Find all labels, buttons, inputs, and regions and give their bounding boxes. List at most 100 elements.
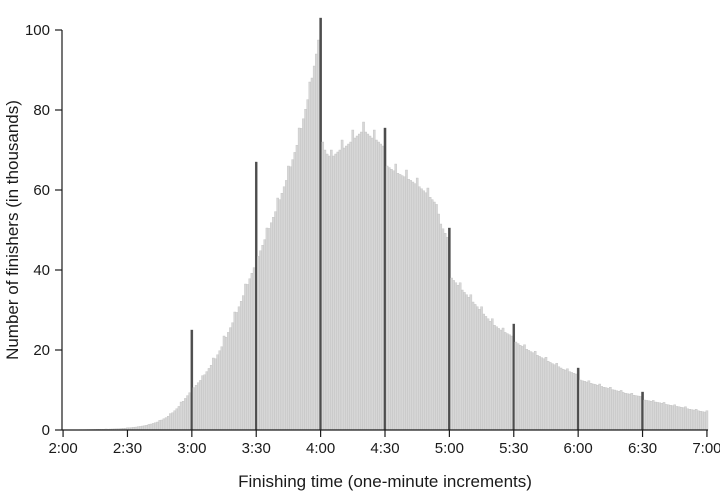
histogram-bar: [615, 390, 619, 431]
histogram-bar: [527, 350, 531, 431]
histogram-bar: [604, 387, 608, 431]
histogram-bar: [381, 145, 385, 431]
histogram-bar: [334, 153, 337, 431]
histogram-bar: [246, 284, 249, 431]
histogram-bar: [192, 387, 196, 431]
histogram-bar: [224, 337, 228, 431]
histogram-bar: [581, 380, 584, 431]
y-axis-ticks: 0 20 40 60 80 100: [25, 22, 62, 439]
x-tick-label: 3:30: [242, 440, 271, 457]
y-tick-label: 80: [33, 102, 50, 119]
histogram-bar: [244, 283, 247, 431]
histogram-bar-spike: [319, 17, 322, 431]
histogram-bar: [583, 381, 586, 431]
histogram-bar: [403, 176, 406, 431]
histogram-bar: [166, 416, 170, 431]
histogram-bar: [694, 409, 698, 431]
histogram-bar: [385, 165, 389, 431]
histogram-bar: [649, 401, 653, 431]
histogram-bar: [589, 383, 593, 431]
histogram-bar: [149, 423, 153, 431]
histogram-bar: [418, 186, 421, 431]
histogram-bar: [619, 390, 623, 431]
histogram-bar: [602, 387, 606, 431]
histogram-bar: [340, 139, 344, 431]
histogram-bar: [632, 395, 636, 431]
histogram-bar: [377, 141, 380, 431]
histogram-bar: [574, 373, 578, 431]
histogram-bar: [690, 409, 694, 431]
y-tick-label: 40: [33, 262, 50, 279]
histogram-bar: [375, 139, 378, 431]
histogram-bar: [293, 152, 297, 431]
histogram-bar: [227, 332, 230, 431]
histogram-bar: [160, 419, 164, 431]
histogram-bar: [546, 361, 550, 431]
histogram-bar: [164, 417, 168, 431]
histogram-bar: [705, 410, 709, 431]
histogram-bar: [310, 77, 314, 431]
histogram-bar: [199, 380, 202, 431]
histogram-bar: [409, 180, 413, 431]
histogram-bar: [407, 179, 410, 431]
histogram-bar: [617, 391, 621, 431]
histogram-bar: [428, 197, 432, 431]
x-tick-label: 6:30: [628, 440, 657, 457]
histogram-bar: [452, 280, 455, 431]
histogram-bar: [673, 404, 676, 431]
histogram-bar: [647, 400, 651, 431]
histogram-bar: [201, 375, 204, 431]
histogram-bar: [370, 137, 374, 431]
histogram-bar: [514, 341, 518, 431]
histogram-bar: [529, 351, 533, 431]
histogram-bar: [188, 392, 191, 431]
histogram-bar: [282, 186, 286, 431]
y-tick-label: 0: [42, 422, 50, 439]
histogram-bar: [443, 233, 447, 431]
histogram-bar: [533, 351, 537, 431]
histogram-bar: [291, 159, 294, 431]
histogram-bar: [701, 411, 704, 431]
histogram-bar: [413, 183, 417, 431]
histogram-bar: [349, 141, 352, 431]
histogram-bar: [645, 400, 649, 431]
histogram-bar: [538, 356, 541, 431]
histogram-bar: [175, 408, 179, 431]
x-tick-label: 5:30: [499, 440, 528, 457]
histogram-bar: [591, 383, 595, 431]
histogram-bar: [484, 316, 488, 431]
histogram-bar: [493, 325, 496, 431]
histogram-bar: [675, 406, 679, 431]
histogram-bar: [445, 237, 449, 431]
y-tick-label: 60: [33, 182, 50, 199]
histogram-bar: [156, 421, 159, 431]
histogram-bar: [450, 277, 453, 431]
histogram-bar: [252, 267, 256, 431]
histogram-bar: [461, 289, 464, 431]
histogram-bar-spike: [641, 391, 644, 431]
histogram-bar: [456, 285, 460, 431]
histogram-bar: [272, 217, 275, 431]
x-tick-label: 4:30: [370, 440, 399, 457]
histogram-bar: [312, 65, 316, 431]
histogram-bar: [467, 297, 470, 431]
histogram-bar: [426, 187, 430, 431]
histogram-bar: [390, 169, 393, 431]
histogram-bar: [242, 295, 245, 431]
histogram-bar: [598, 383, 601, 431]
histogram-bar: [186, 395, 189, 431]
histogram-bar: [315, 53, 318, 431]
histogram-bar: [366, 133, 370, 431]
histogram-bar: [613, 389, 616, 431]
histogram-bar: [173, 410, 176, 431]
histogram-bar: [465, 294, 468, 431]
histogram-bar: [544, 357, 548, 431]
histogram-bar-spike: [254, 161, 258, 431]
histogram-bar: [394, 163, 397, 431]
histogram-bar: [267, 228, 271, 431]
histogram-bar: [561, 369, 565, 431]
histogram-bar: [182, 401, 185, 431]
histogram-bar: [420, 188, 423, 431]
histogram-bar: [652, 400, 655, 431]
